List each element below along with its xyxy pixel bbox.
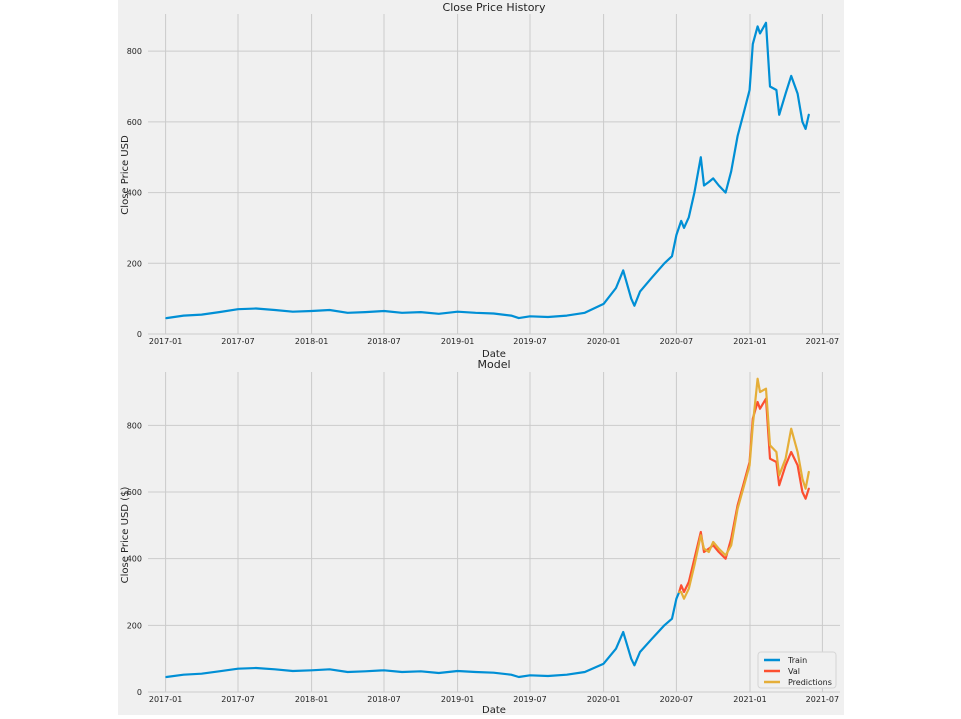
x-tick-label: 2021-01 [733, 337, 766, 346]
legend-entry: Train [787, 656, 807, 665]
y-tick-label: 600 [127, 118, 142, 127]
figure-svg: Close Price History 0 200 400 600 800 2017-01… [120, 1, 840, 716]
chart-title: Close Price History [443, 1, 546, 14]
x-tick-label: 2021-07 [806, 695, 839, 704]
y-tick-label: 0 [137, 330, 142, 339]
x-tick-label: 2018-07 [367, 337, 400, 346]
x-tick-label: 2017-01 [149, 695, 182, 704]
y-axis-label: Close Price USD ($) [120, 487, 131, 584]
x-tick-label: 2019-07 [513, 695, 546, 704]
x-tick-label: 2017-01 [149, 337, 182, 346]
y-tick-label: 600 [127, 488, 142, 497]
x-tick-label: 2019-01 [441, 337, 474, 346]
chart-close-price-history: Close Price History 0 200 400 600 800 2017-01… [120, 1, 840, 360]
x-tick-label: 2017-07 [221, 695, 254, 704]
x-tick-label: 2021-07 [806, 337, 839, 346]
y-tick-label: 200 [127, 259, 142, 268]
x-tick-label: 2017-07 [221, 337, 254, 346]
x-tick-label: 2020-07 [660, 695, 693, 704]
series-line-0 [165, 21, 810, 320]
series-line-predictions [678, 377, 810, 600]
legend-entry: Val [788, 667, 800, 676]
x-tick-label: 2020-01 [587, 337, 620, 346]
x-tick-label: 2019-01 [441, 695, 474, 704]
y-tick-label: 400 [127, 555, 142, 564]
y-tick-label: 0 [137, 688, 142, 697]
x-tick-label: 2021-01 [733, 695, 766, 704]
x-tick-label: 2018-01 [295, 695, 328, 704]
series-line-train [165, 590, 681, 679]
chart-model: Model 0 200 400 600 800 2017-01 2017-07 2018-01… [120, 358, 840, 716]
y-tick-label: 200 [127, 621, 142, 630]
x-axis-label: Date [482, 349, 506, 360]
legend-entry: Predictions [788, 678, 832, 687]
x-tick-label: 2018-07 [367, 695, 400, 704]
y-tick-label: 800 [127, 421, 142, 430]
x-tick-label: 2019-07 [513, 337, 546, 346]
x-axis-label: Date [482, 705, 506, 715]
y-axis-label: Close Price USD [120, 135, 131, 215]
x-tick-label: 2018-01 [295, 337, 328, 346]
chart-title: Model [477, 358, 510, 371]
y-tick-label: 400 [127, 189, 142, 198]
series-line-val [678, 397, 810, 594]
chart-legend: Train Val Predictions [757, 651, 837, 689]
x-tick-label: 2020-07 [660, 337, 693, 346]
figure: Close Price History 0 200 400 600 800 2017-01… [118, 0, 844, 716]
x-tick-label: 2020-01 [587, 695, 620, 704]
y-tick-label: 800 [127, 47, 142, 56]
